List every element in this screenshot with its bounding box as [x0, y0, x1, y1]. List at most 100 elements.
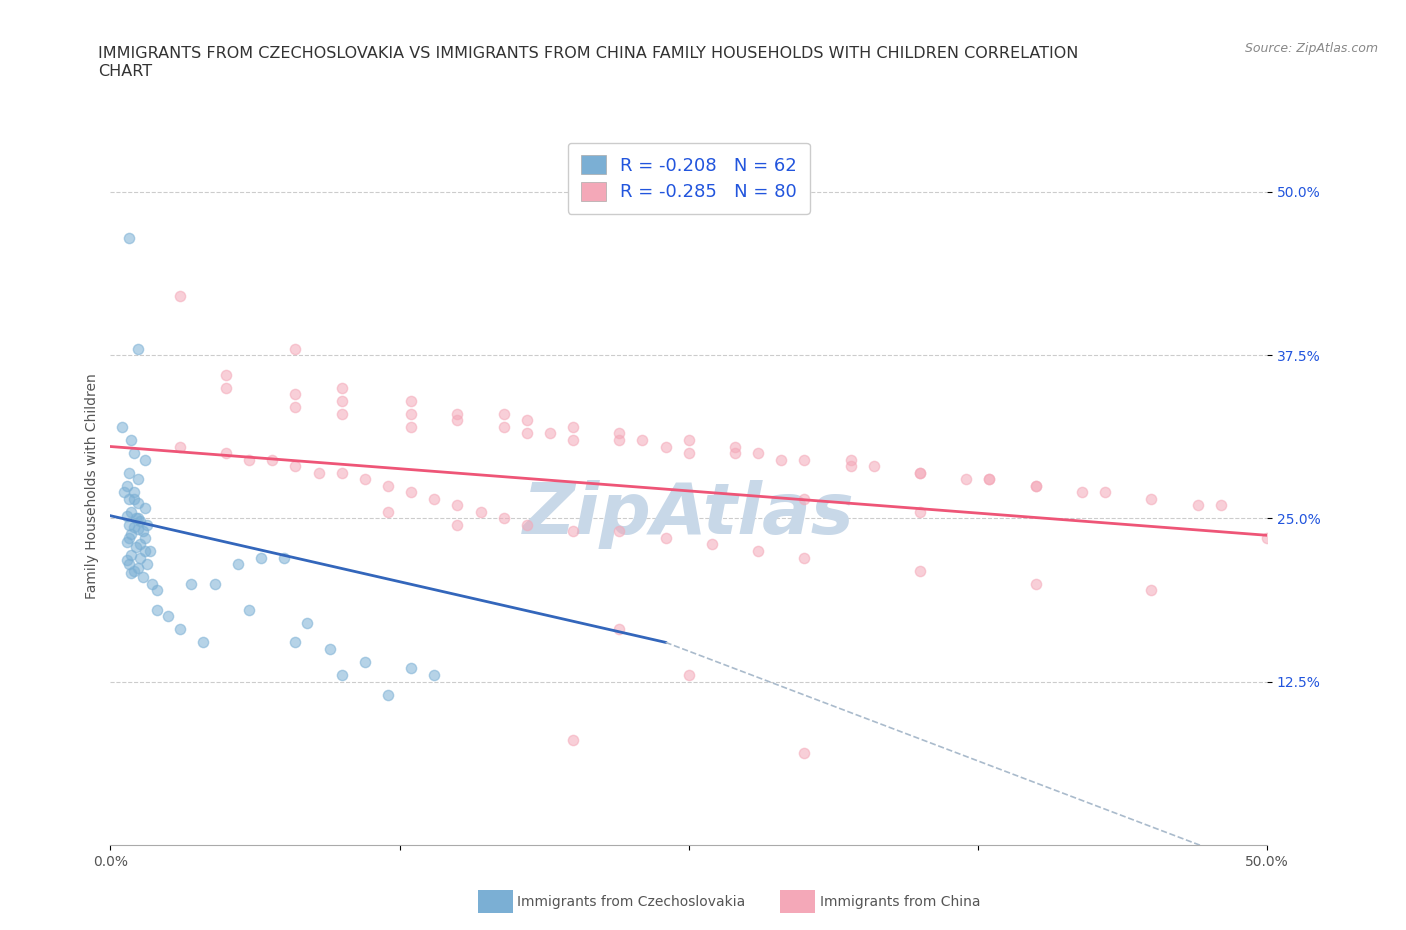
Point: [115, 509, 138, 524]
Point: [120, 548, 142, 563]
Point: [1025, 577, 1047, 591]
Point: [839, 458, 862, 473]
Point: [562, 419, 585, 434]
Point: [609, 426, 631, 441]
Legend: R = -0.208   N = 62, R = -0.285   N = 80: R = -0.208 N = 62, R = -0.285 N = 80: [568, 143, 810, 214]
Point: [700, 537, 723, 551]
Text: IMMIGRANTS FROM CZECHOSLOVAKIA VS IMMIGRANTS FROM CHINA FAMILY HOUSEHOLDS WITH C: IMMIGRANTS FROM CZECHOSLOVAKIA VS IMMIGR…: [98, 46, 1078, 79]
Point: [516, 413, 538, 428]
Point: [262, 452, 284, 467]
Point: [1140, 491, 1163, 506]
Point: [1071, 485, 1094, 499]
Point: [308, 465, 330, 480]
Point: [129, 537, 152, 551]
Point: [122, 520, 145, 535]
Point: [678, 668, 700, 683]
Point: [284, 458, 307, 473]
Point: [1025, 478, 1047, 493]
Point: [609, 622, 631, 637]
Point: [1094, 485, 1116, 499]
Point: [492, 511, 515, 525]
Point: [122, 485, 145, 499]
Point: [793, 550, 815, 565]
Point: [215, 380, 238, 395]
Point: [377, 504, 399, 519]
Point: [908, 465, 931, 480]
Point: [678, 432, 700, 447]
Text: ZipAtlas: ZipAtlas: [523, 480, 855, 549]
Point: [609, 432, 631, 447]
Point: [1025, 478, 1047, 493]
Point: [908, 564, 931, 578]
Point: [724, 439, 747, 454]
Point: [423, 491, 446, 506]
Point: [562, 524, 585, 538]
Text: Immigrants from Czechoslovakia: Immigrants from Czechoslovakia: [517, 895, 745, 910]
Point: [118, 465, 141, 480]
Point: [120, 526, 142, 541]
Point: [319, 642, 342, 657]
Point: [115, 552, 138, 567]
Point: [169, 622, 191, 637]
Point: [1256, 530, 1278, 545]
Point: [249, 550, 271, 565]
Point: [399, 485, 422, 499]
Point: [354, 655, 377, 670]
Point: [134, 500, 156, 515]
Point: [120, 504, 142, 519]
Point: [446, 406, 468, 421]
Point: [399, 419, 422, 434]
Point: [122, 491, 145, 506]
Point: [226, 556, 249, 571]
Point: [127, 511, 149, 525]
Point: [132, 570, 155, 585]
Point: [169, 439, 191, 454]
Point: [747, 543, 769, 558]
Point: [115, 535, 138, 550]
Point: [562, 733, 585, 748]
Point: [793, 746, 815, 761]
Point: [562, 432, 585, 447]
Point: [979, 472, 1001, 486]
Point: [747, 445, 769, 460]
Y-axis label: Family Households with Children: Family Households with Children: [86, 373, 100, 599]
Point: [111, 419, 134, 434]
Point: [204, 577, 226, 591]
Point: [238, 452, 260, 467]
Text: Source: ZipAtlas.com: Source: ZipAtlas.com: [1244, 42, 1378, 55]
Point: [129, 513, 152, 528]
Point: [127, 522, 149, 537]
Text: Immigrants from China: Immigrants from China: [820, 895, 980, 910]
Point: [115, 478, 138, 493]
Point: [169, 289, 191, 304]
Point: [399, 406, 422, 421]
Point: [724, 445, 747, 460]
Point: [112, 485, 135, 499]
Point: [908, 465, 931, 480]
Point: [330, 393, 353, 408]
Point: [516, 517, 538, 532]
Point: [122, 445, 145, 460]
Point: [118, 556, 141, 571]
Point: [284, 387, 307, 402]
Point: [295, 616, 318, 631]
Point: [273, 550, 295, 565]
Point: [284, 635, 307, 650]
Point: [129, 550, 152, 565]
Point: [399, 393, 422, 408]
Point: [654, 439, 676, 454]
Point: [127, 561, 149, 576]
Point: [399, 661, 422, 676]
Point: [609, 524, 631, 538]
Point: [180, 577, 202, 591]
Point: [120, 565, 142, 580]
Point: [118, 517, 141, 532]
Point: [118, 230, 141, 245]
Point: [839, 452, 862, 467]
Point: [145, 583, 167, 598]
Point: [793, 491, 815, 506]
Point: [330, 668, 353, 683]
Point: [908, 504, 931, 519]
Point: [141, 577, 163, 591]
Point: [125, 539, 148, 554]
